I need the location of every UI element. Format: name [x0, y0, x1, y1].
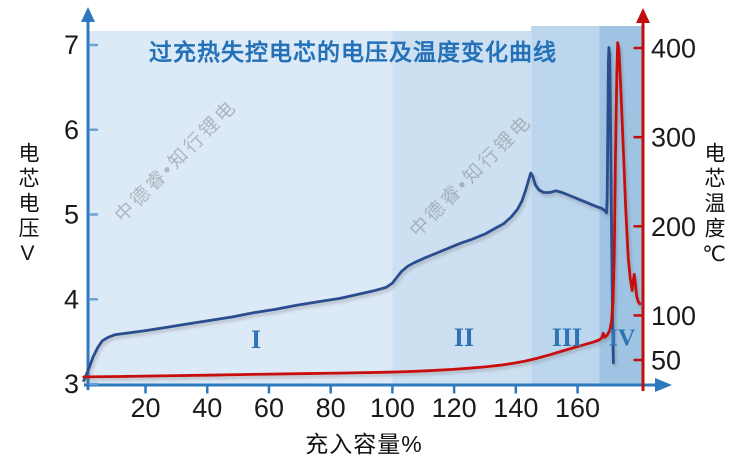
right-tick-label-300: 300 [651, 123, 696, 153]
left-y-axis-arrow [81, 7, 95, 22]
x-tick-label-120: 120 [432, 393, 477, 423]
left-tick-label-3: 3 [64, 369, 79, 399]
curve-temperature [82, 41, 642, 379]
phase-region-III [531, 26, 600, 385]
region-label-3: III [551, 323, 583, 352]
chart-title: 过充热失控电芯的电压及温度变化曲线 [149, 39, 557, 65]
x-axis-title: 充入容量% [305, 431, 423, 457]
x-tick-label-100: 100 [370, 393, 415, 423]
right-axis-title: 电芯温度℃ [702, 142, 725, 270]
right-tick-label-100: 100 [651, 301, 696, 331]
right-tick-label-50: 50 [651, 346, 681, 376]
region-label-1: I [250, 325, 262, 354]
phase-region-I [89, 31, 393, 385]
x-tick-label-80: 80 [316, 393, 346, 423]
x-axis-arrow [655, 378, 672, 392]
right-tick-label-400: 400 [651, 34, 696, 64]
x-tick-label-20: 20 [130, 393, 160, 423]
right-tick-label-200: 200 [651, 212, 696, 242]
right-y-axis-arrow [636, 8, 650, 23]
x-tick-label-60: 60 [254, 393, 284, 423]
phase-region-II [392, 31, 532, 385]
x-tick-label-140: 140 [493, 393, 538, 423]
curve-voltage [82, 46, 615, 382]
left-tick-label-6: 6 [64, 115, 79, 145]
region-label-2: II [453, 323, 475, 352]
left-tick-label-5: 5 [64, 200, 79, 230]
left-axis-title: 电芯电压V [16, 142, 39, 269]
region-label-4: IV [608, 325, 636, 352]
left-tick-label-7: 7 [64, 30, 79, 60]
x-tick-label-160: 160 [555, 393, 600, 423]
left-tick-label-4: 4 [64, 284, 79, 314]
x-tick-label-40: 40 [192, 393, 222, 423]
